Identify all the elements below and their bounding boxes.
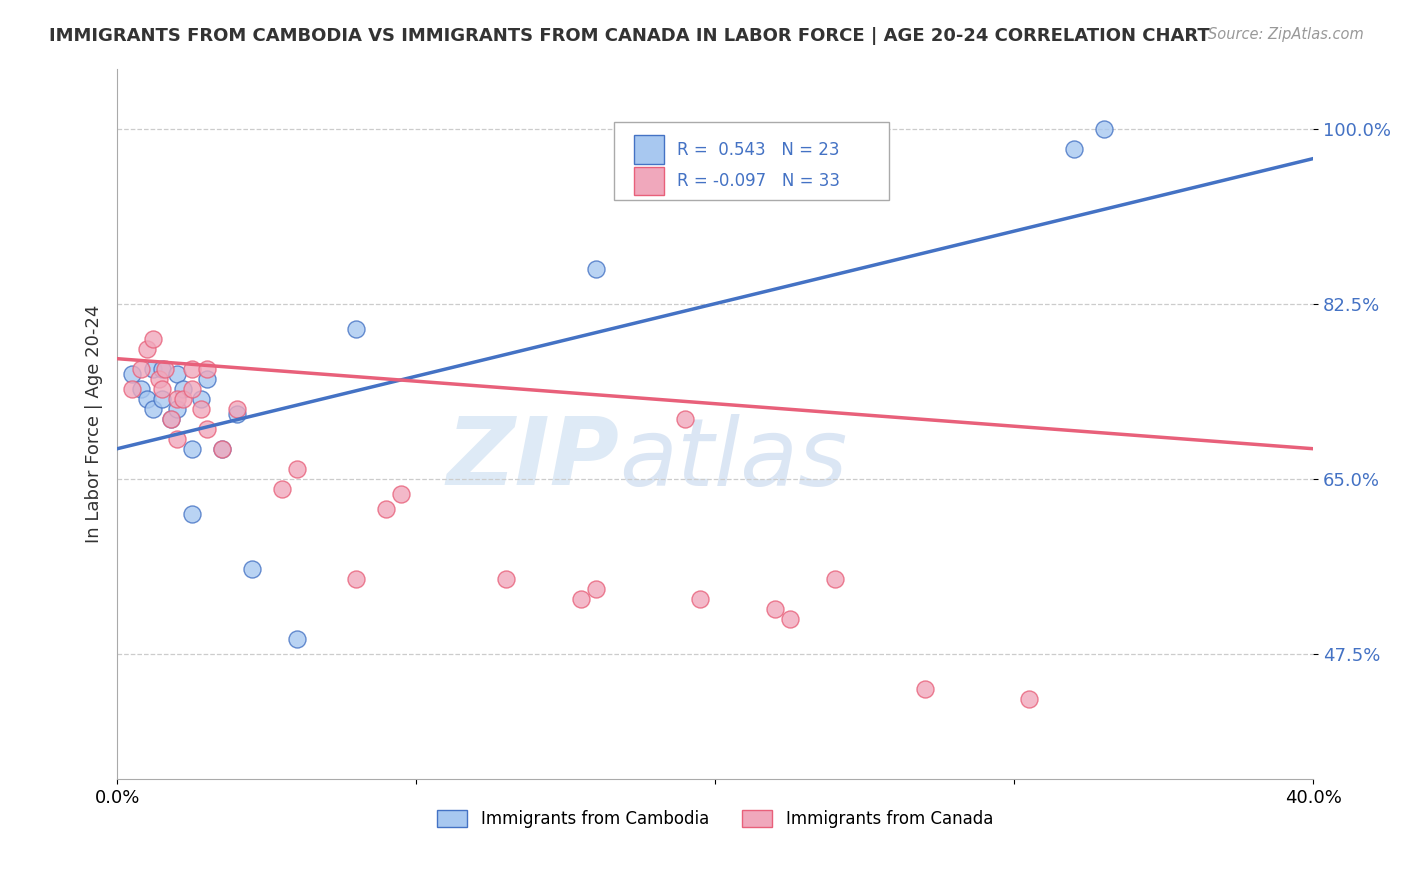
Point (285, 461, 308, 475)
Point (344, 321, 367, 335)
Point (129, 382, 152, 396)
Legend: Immigrants from Cambodia, Immigrants from Canada: Immigrants from Cambodia, Immigrants fro… (430, 803, 1000, 835)
Point (181, 382, 204, 396)
Point (190, 401, 212, 416)
Point (585, 582, 607, 596)
Point (673, 411, 696, 425)
Point (389, 487, 412, 501)
Point (142, 401, 165, 416)
Point (172, 392, 194, 406)
Point (270, 482, 292, 496)
Point (142, 361, 165, 376)
Point (136, 342, 159, 356)
Point (160, 411, 183, 425)
FancyBboxPatch shape (613, 122, 889, 200)
Point (160, 411, 183, 425)
Point (914, 681, 936, 696)
Point (142, 332, 165, 346)
Point (166, 401, 188, 416)
Point (824, 572, 846, 586)
Point (166, 432, 188, 446)
Point (129, 361, 152, 376)
Point (148, 372, 170, 386)
Point (1063, 142, 1085, 156)
Text: atlas: atlas (620, 414, 848, 505)
Text: R =  0.543   N = 23: R = 0.543 N = 23 (676, 141, 839, 159)
Point (181, 507, 204, 521)
Point (344, 572, 367, 586)
Text: ZIP: ZIP (447, 413, 620, 505)
Point (1092, 121, 1115, 136)
Point (166, 367, 188, 381)
Y-axis label: In Labor Force | Age 20-24: In Labor Force | Age 20-24 (86, 304, 103, 543)
Point (195, 361, 218, 376)
Point (150, 382, 173, 396)
Point (225, 407, 247, 421)
Point (181, 442, 204, 456)
Point (211, 442, 233, 456)
Point (240, 562, 263, 576)
Bar (634, 136, 664, 164)
Point (689, 591, 711, 606)
Point (195, 372, 218, 386)
Point (136, 392, 159, 406)
Text: R = -0.097   N = 33: R = -0.097 N = 33 (676, 172, 839, 190)
Point (495, 572, 517, 586)
Point (195, 422, 218, 436)
Bar (634, 167, 664, 195)
Point (166, 392, 188, 406)
Point (150, 361, 173, 376)
Point (172, 382, 194, 396)
Point (779, 612, 801, 626)
Point (585, 261, 607, 276)
Point (1018, 691, 1040, 706)
Point (121, 382, 143, 396)
Point (763, 602, 786, 616)
Point (121, 367, 143, 381)
Point (181, 361, 204, 376)
Point (211, 442, 233, 456)
Point (569, 591, 592, 606)
Point (153, 361, 176, 376)
Point (150, 392, 173, 406)
Text: IMMIGRANTS FROM CAMBODIA VS IMMIGRANTS FROM CANADA IN LABOR FORCE | AGE 20-24 CO: IMMIGRANTS FROM CAMBODIA VS IMMIGRANTS F… (49, 27, 1211, 45)
Point (375, 501, 398, 516)
Point (190, 392, 212, 406)
Point (285, 632, 308, 646)
Text: Source: ZipAtlas.com: Source: ZipAtlas.com (1208, 27, 1364, 42)
Point (225, 401, 247, 416)
